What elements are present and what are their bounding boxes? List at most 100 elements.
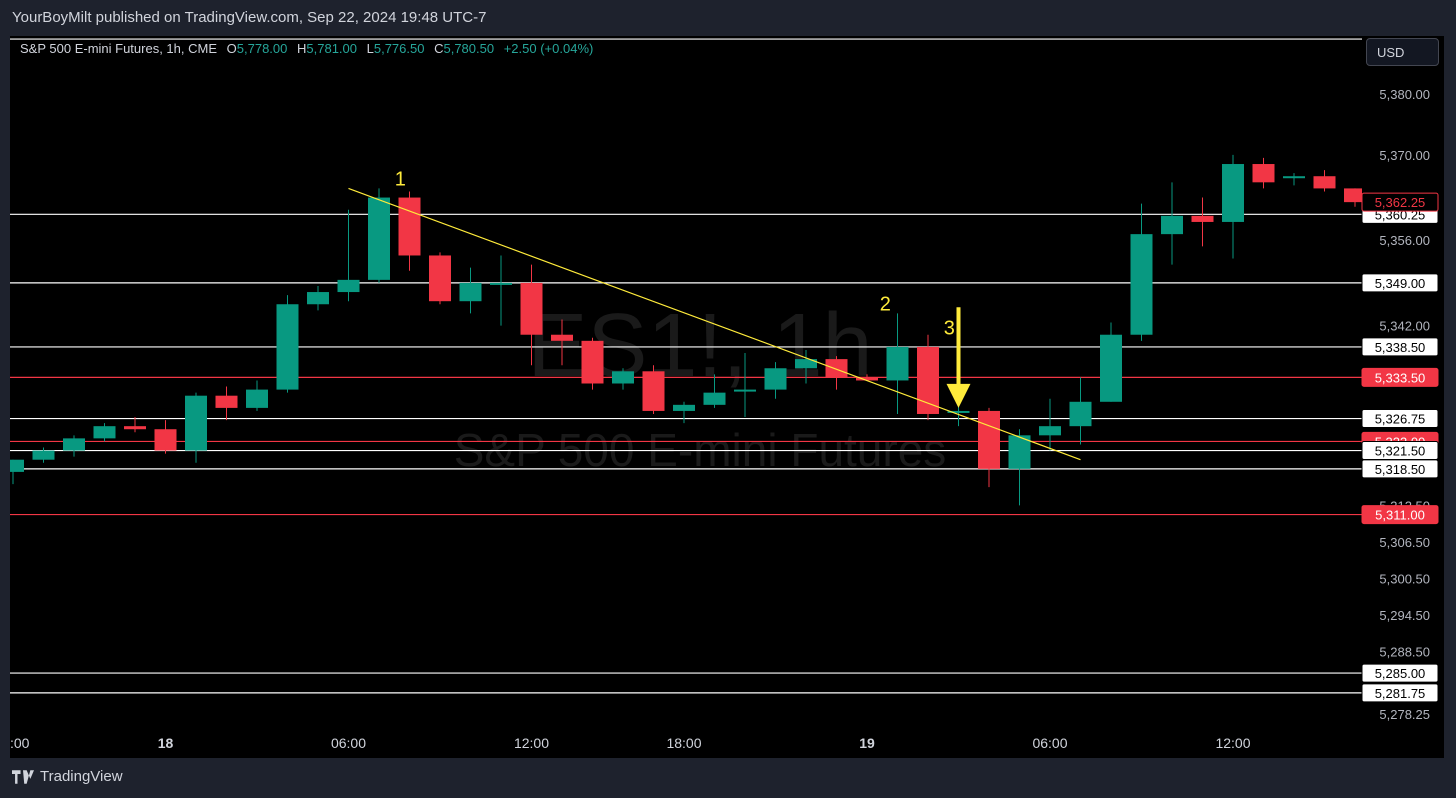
candle-body-up bbox=[1222, 164, 1244, 222]
candle-body-down bbox=[917, 346, 939, 414]
candle-body-down bbox=[551, 334, 573, 341]
candle-body-down bbox=[1191, 215, 1214, 222]
x-tick-label: 18 bbox=[158, 735, 174, 751]
candle-body-up bbox=[32, 450, 55, 460]
candle-body-up bbox=[673, 404, 695, 411]
candle-body-up bbox=[276, 304, 299, 390]
candle-body-down bbox=[825, 359, 848, 378]
candle-body-up bbox=[1039, 426, 1061, 436]
price-chart[interactable]: ES1!, 1hS&P 500 E-mini Futures1235,380.0… bbox=[10, 36, 1444, 758]
close-value: 5,780.50 bbox=[443, 41, 495, 56]
candle-body-down bbox=[520, 282, 543, 335]
down-arrow-icon bbox=[946, 307, 971, 408]
level-price-label: 5,321.50 bbox=[1375, 444, 1426, 459]
y-tick-label: 5,380.00 bbox=[1379, 87, 1430, 102]
level-price-tag bbox=[1361, 505, 1439, 525]
level-price-tag bbox=[1361, 367, 1439, 387]
candle-body-down bbox=[642, 371, 665, 411]
level-price-label: 5,326.75 bbox=[1375, 412, 1426, 427]
brand-label: TradingView bbox=[40, 768, 123, 785]
candle-body-down bbox=[398, 197, 421, 256]
y-tick-label: 5,294.50 bbox=[1379, 608, 1430, 623]
candle-body-up bbox=[1283, 176, 1305, 179]
level-price-label: 5,318.50 bbox=[1375, 462, 1426, 477]
x-tick-label: 18:00 bbox=[666, 735, 701, 751]
x-tick-label: 12:00 bbox=[514, 735, 549, 751]
candle-body-up bbox=[1130, 234, 1153, 335]
footer: TradingView bbox=[12, 768, 123, 785]
candle-body-down bbox=[581, 340, 604, 384]
x-edge-label: :00 bbox=[10, 735, 30, 751]
level-price-label: 5,349.00 bbox=[1375, 276, 1426, 291]
candle-body-down bbox=[978, 410, 1000, 469]
candle-body-up bbox=[886, 346, 909, 381]
candle-body-up bbox=[93, 426, 116, 439]
candle-body-up bbox=[246, 389, 268, 408]
level-price-tag bbox=[1361, 337, 1439, 357]
candle-body-up bbox=[703, 392, 726, 405]
y-tick-label: 5,356.00 bbox=[1379, 233, 1430, 248]
top-bar: YourBoyMilt published on TradingView.com… bbox=[0, 0, 1456, 36]
x-tick-label: 12:00 bbox=[1215, 735, 1250, 751]
candle-body-up bbox=[947, 410, 970, 413]
annotation-label-3: 3 bbox=[944, 318, 955, 340]
candle-body-up bbox=[612, 371, 634, 384]
level-price-tag bbox=[1361, 459, 1439, 479]
candle-body-up bbox=[764, 368, 787, 390]
candle-body-up bbox=[459, 282, 482, 302]
high-value: 5,781.00 bbox=[306, 41, 357, 56]
candle-body-up bbox=[185, 395, 207, 451]
change-value: +2.50 (+0.04%) bbox=[503, 41, 594, 56]
candle-body-up bbox=[368, 197, 390, 280]
candle-body-down bbox=[1313, 176, 1336, 189]
low-label: L bbox=[366, 41, 374, 56]
y-tick-label: 5,300.50 bbox=[1379, 572, 1430, 587]
x-tick-label: 06:00 bbox=[331, 735, 366, 751]
y-tick-label: 5,278.25 bbox=[1379, 707, 1430, 722]
last-price-tag bbox=[1361, 192, 1439, 212]
open-label: O bbox=[226, 41, 237, 56]
price-axis bbox=[1362, 36, 1444, 758]
y-tick-label: 5,306.50 bbox=[1379, 535, 1430, 550]
close-label: C bbox=[434, 41, 444, 56]
candle-body-up bbox=[490, 282, 512, 285]
level-price-label: 5,311.00 bbox=[1375, 508, 1425, 523]
y-tick-label: 5,288.50 bbox=[1379, 645, 1430, 660]
y-tick-label: 5,370.00 bbox=[1379, 148, 1430, 163]
candle-body-up bbox=[734, 389, 756, 392]
annotation-label-2: 2 bbox=[880, 293, 891, 315]
currency-button[interactable]: USD bbox=[1366, 38, 1439, 66]
level-price-tag bbox=[1361, 683, 1439, 703]
last-price-label: 5,362.25 bbox=[1375, 195, 1426, 210]
candle-body-up bbox=[337, 279, 360, 293]
candle-body-up bbox=[63, 438, 85, 451]
candle-body-up bbox=[1100, 334, 1122, 402]
candle-body-down bbox=[1344, 188, 1366, 203]
annotation-label-1: 1 bbox=[395, 168, 406, 190]
tradingview-logo-icon bbox=[12, 769, 34, 784]
published-info: YourBoyMilt published on TradingView.com… bbox=[12, 9, 487, 26]
ohlc-legend: S&P 500 E-mini Futures, 1h, CME O5,778.0… bbox=[20, 41, 593, 56]
level-price-tag bbox=[1361, 409, 1439, 429]
candle-body-up bbox=[307, 292, 329, 305]
watermark-symbol: ES1!, 1h bbox=[527, 296, 872, 396]
candle-body-up bbox=[795, 359, 817, 369]
level-price-label: 5,281.75 bbox=[1375, 686, 1426, 701]
candle-body-down bbox=[1252, 164, 1275, 183]
chart-panel[interactable]: ES1!, 1h S&P 500 E-mini Futures 1 2 3 5,380.0… bbox=[10, 36, 1444, 758]
level-price-label: 5,333.50 bbox=[1375, 370, 1426, 385]
level-price-label: 5,285.00 bbox=[1375, 666, 1426, 681]
open-value: 5,778.00 bbox=[236, 41, 288, 56]
candle-body-up bbox=[10, 459, 24, 472]
candle-body-down bbox=[856, 377, 878, 381]
level-price-label: 5,338.50 bbox=[1375, 340, 1426, 355]
candle-body-up bbox=[1069, 401, 1092, 427]
level-price-tag bbox=[1361, 663, 1439, 683]
x-tick-label: 19 bbox=[859, 735, 875, 751]
level-price-tag bbox=[1361, 273, 1439, 293]
candle-body-down bbox=[215, 395, 238, 408]
symbol-title: S&P 500 E-mini Futures, 1h, CME bbox=[20, 41, 218, 56]
y-tick-label: 5,342.00 bbox=[1379, 319, 1430, 334]
candle-body-down bbox=[154, 429, 177, 451]
candle-body-down bbox=[429, 255, 451, 302]
